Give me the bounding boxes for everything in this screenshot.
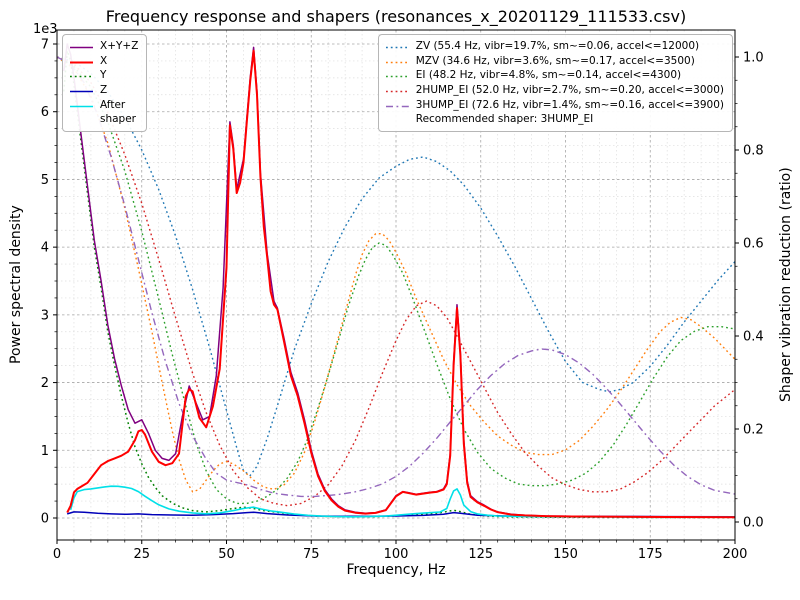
legend-label: EI (48.2 Hz, vibr=4.8%, sm~=0.14, accel<…: [415, 69, 682, 82]
x-tick-label: 200: [723, 547, 748, 562]
legend-item-Y: Y: [69, 68, 138, 83]
legend-label: 3HUMP_EI (72.6 Hz, vibr=1.4%, sm~=0.16, …: [415, 98, 724, 111]
y-left-tick-label: 2: [41, 376, 49, 391]
legend-label: X: [100, 54, 108, 67]
legend-label: X+Y+Z: [100, 40, 139, 52]
legend-label: ZV (55.4 Hz, vibr=19.7%, sm~=0.06, accel…: [415, 40, 700, 52]
y-left-tick-label: 4: [41, 241, 49, 256]
series-X: [66, 49, 735, 519]
x-tick-label: 25: [133, 547, 150, 562]
legend-item-Z: Z: [69, 83, 138, 98]
y-right-tick-label: 0.8: [743, 144, 764, 159]
legend-line-sample: [70, 76, 93, 78]
x-tick-label: 150: [553, 547, 578, 562]
legend-item-EI: EI (48.2 Hz, vibr=4.8%, sm~=0.14, accel<…: [385, 68, 724, 83]
y-axis-label-left: Power spectral density: [8, 205, 24, 365]
legend-line-sample: [385, 76, 409, 78]
legend-label: Y: [100, 69, 107, 82]
x-tick-label: 125: [468, 547, 493, 562]
series-2HUMP_EI: [57, 56, 735, 507]
x-axis-label: Frequency, Hz: [346, 562, 446, 578]
x-tick-label: 75: [303, 547, 320, 562]
y-left-tick-label: 6: [41, 105, 49, 120]
x-tick-label: 0: [53, 547, 61, 562]
series-group: [57, 43, 735, 519]
legend-item-ZV: ZV (55.4 Hz, vibr=19.7%, sm~=0.06, accel…: [385, 39, 724, 54]
legend-item-X: X: [69, 54, 138, 69]
y-left-tick-label: 5: [41, 173, 49, 188]
x-tick-label: 50: [218, 547, 235, 562]
x-tick-label: 175: [638, 547, 663, 562]
y-left-tick-label: 0: [41, 512, 49, 527]
legend-label: After shaper: [100, 98, 137, 126]
y-right-tick-label: 1.0: [743, 51, 764, 66]
y-right-tick-label: 0.6: [743, 237, 764, 252]
series-EI: [57, 56, 735, 505]
y-right-tick-label: 0.2: [743, 423, 764, 438]
legend-line-sample: [70, 46, 93, 49]
series-Z: [66, 511, 735, 518]
y-left-tick-label: 3: [41, 308, 49, 323]
legend-label: Z: [100, 84, 108, 97]
series-After-shaper: [69, 485, 735, 518]
legend-line-sample: [385, 46, 409, 49]
legend-label: MZV (34.6 Hz, vibr=3.6%, sm~=0.17, accel…: [415, 54, 695, 67]
legend-item-MZV: MZV (34.6 Hz, vibr=3.6%, sm~=0.17, accel…: [385, 54, 724, 69]
legend-line-sample: [70, 61, 93, 64]
legend-line-sample: [70, 105, 93, 108]
y-right-tick-label: 0.4: [743, 330, 764, 345]
legend-line-sample: [70, 90, 93, 93]
x-tick-label: 100: [384, 547, 409, 562]
legend-item-2HUMP_EI: 2HUMP_EI (52.0 Hz, vibr=2.7%, sm~=0.20, …: [385, 83, 724, 98]
y-left-tick-label: 7: [41, 38, 49, 53]
legend-note-recommended-shaper: Recommended shaper: 3HUMP_EI: [415, 113, 594, 126]
legend-line-sample: [385, 90, 409, 93]
y-right-tick-label: 0.0: [743, 516, 764, 531]
y-left-tick-label: 1: [41, 444, 49, 459]
y-axis-label-right: Shaper vibration reduction (ratio): [778, 167, 794, 403]
series-ZV: [57, 56, 735, 477]
series-MZV: [57, 56, 735, 493]
chart-title: Frequency response and shapers (resonanc…: [105, 7, 687, 26]
legend-item-After: After shaper: [69, 98, 138, 127]
legend-psd: X+Y+Z X Y Z After shaper: [62, 34, 148, 133]
legend-item-X+Y+Z: X+Y+Z: [69, 39, 138, 54]
legend-label: 2HUMP_EI (52.0 Hz, vibr=2.7%, sm~=0.20, …: [415, 84, 724, 97]
legend-shapers: ZV (55.4 Hz, vibr=19.7%, sm~=0.06, accel…: [377, 34, 733, 133]
series-3HUMP_EI: [57, 56, 735, 498]
legend-item-3HUMP_EI: 3HUMP_EI (72.6 Hz, vibr=1.4%, sm~=0.16, …: [385, 98, 724, 113]
legend-line-sample: [385, 105, 409, 107]
legend-line-sample: [385, 61, 409, 63]
y-axis-scale-offset: 1e3: [33, 22, 58, 37]
